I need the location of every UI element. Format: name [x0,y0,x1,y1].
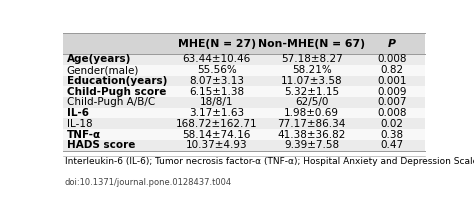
Text: IL-6: IL-6 [66,108,89,118]
Text: TNF-α: TNF-α [66,130,100,140]
Text: 6.15±1.38: 6.15±1.38 [189,87,244,97]
Bar [63,75,425,86]
Text: Child-Pugh A/B/C: Child-Pugh A/B/C [66,97,155,107]
Text: 58.21%: 58.21% [292,65,332,75]
Text: 10.37±4.93: 10.37±4.93 [186,140,247,150]
Text: Child-Pugh score: Child-Pugh score [66,87,166,97]
Text: 3.17±1.63: 3.17±1.63 [189,108,244,118]
Text: 41.38±36.82: 41.38±36.82 [277,130,346,140]
Text: 0.02: 0.02 [381,119,404,129]
Bar [63,108,425,119]
Bar [63,86,425,97]
Bar [63,140,425,151]
Text: 0.38: 0.38 [381,130,404,140]
Text: 8.07±3.13: 8.07±3.13 [189,76,244,86]
Bar [63,129,425,140]
Bar [63,119,425,129]
Text: 58.14±74.16: 58.14±74.16 [182,130,251,140]
Text: 1.98±0.69: 1.98±0.69 [284,108,339,118]
Text: Non-MHE(N = 67): Non-MHE(N = 67) [258,39,365,48]
Text: 5.32±1.15: 5.32±1.15 [284,87,339,97]
Text: MHE(N = 27): MHE(N = 27) [178,39,255,48]
Text: doi:10.1371/journal.pone.0128437.t004: doi:10.1371/journal.pone.0128437.t004 [65,178,232,187]
Text: P: P [388,39,396,48]
Text: Education(years): Education(years) [66,76,167,86]
Text: 0.001: 0.001 [377,76,407,86]
Text: 0.009: 0.009 [377,87,407,97]
Text: Age(years): Age(years) [66,54,131,64]
Text: Gender(male): Gender(male) [66,65,139,75]
Bar [63,65,425,75]
Bar [63,54,425,65]
Text: 9.39±7.58: 9.39±7.58 [284,140,339,150]
Text: HADS score: HADS score [66,140,135,150]
Bar [63,33,425,54]
Text: 57.18±8.27: 57.18±8.27 [281,54,343,64]
Text: 0.82: 0.82 [381,65,404,75]
Text: 77.17±86.34: 77.17±86.34 [277,119,346,129]
Text: 168.72±162.71: 168.72±162.71 [176,119,257,129]
Text: 0.008: 0.008 [377,108,407,118]
Text: 0.007: 0.007 [377,97,407,107]
Text: 55.56%: 55.56% [197,65,237,75]
Text: 11.07±3.58: 11.07±3.58 [281,76,343,86]
Bar [63,97,425,108]
Text: Interleukin-6 (IL-6); Tumor necrosis factor-α (TNF-α); Hospital Anxiety and Depr: Interleukin-6 (IL-6); Tumor necrosis fac… [65,157,474,166]
Text: 63.44±10.46: 63.44±10.46 [182,54,251,64]
Text: 62/5/0: 62/5/0 [295,97,328,107]
Text: 0.008: 0.008 [377,54,407,64]
Text: IL-18: IL-18 [66,119,92,129]
Text: 0.47: 0.47 [381,140,404,150]
Text: 18/8/1: 18/8/1 [200,97,234,107]
